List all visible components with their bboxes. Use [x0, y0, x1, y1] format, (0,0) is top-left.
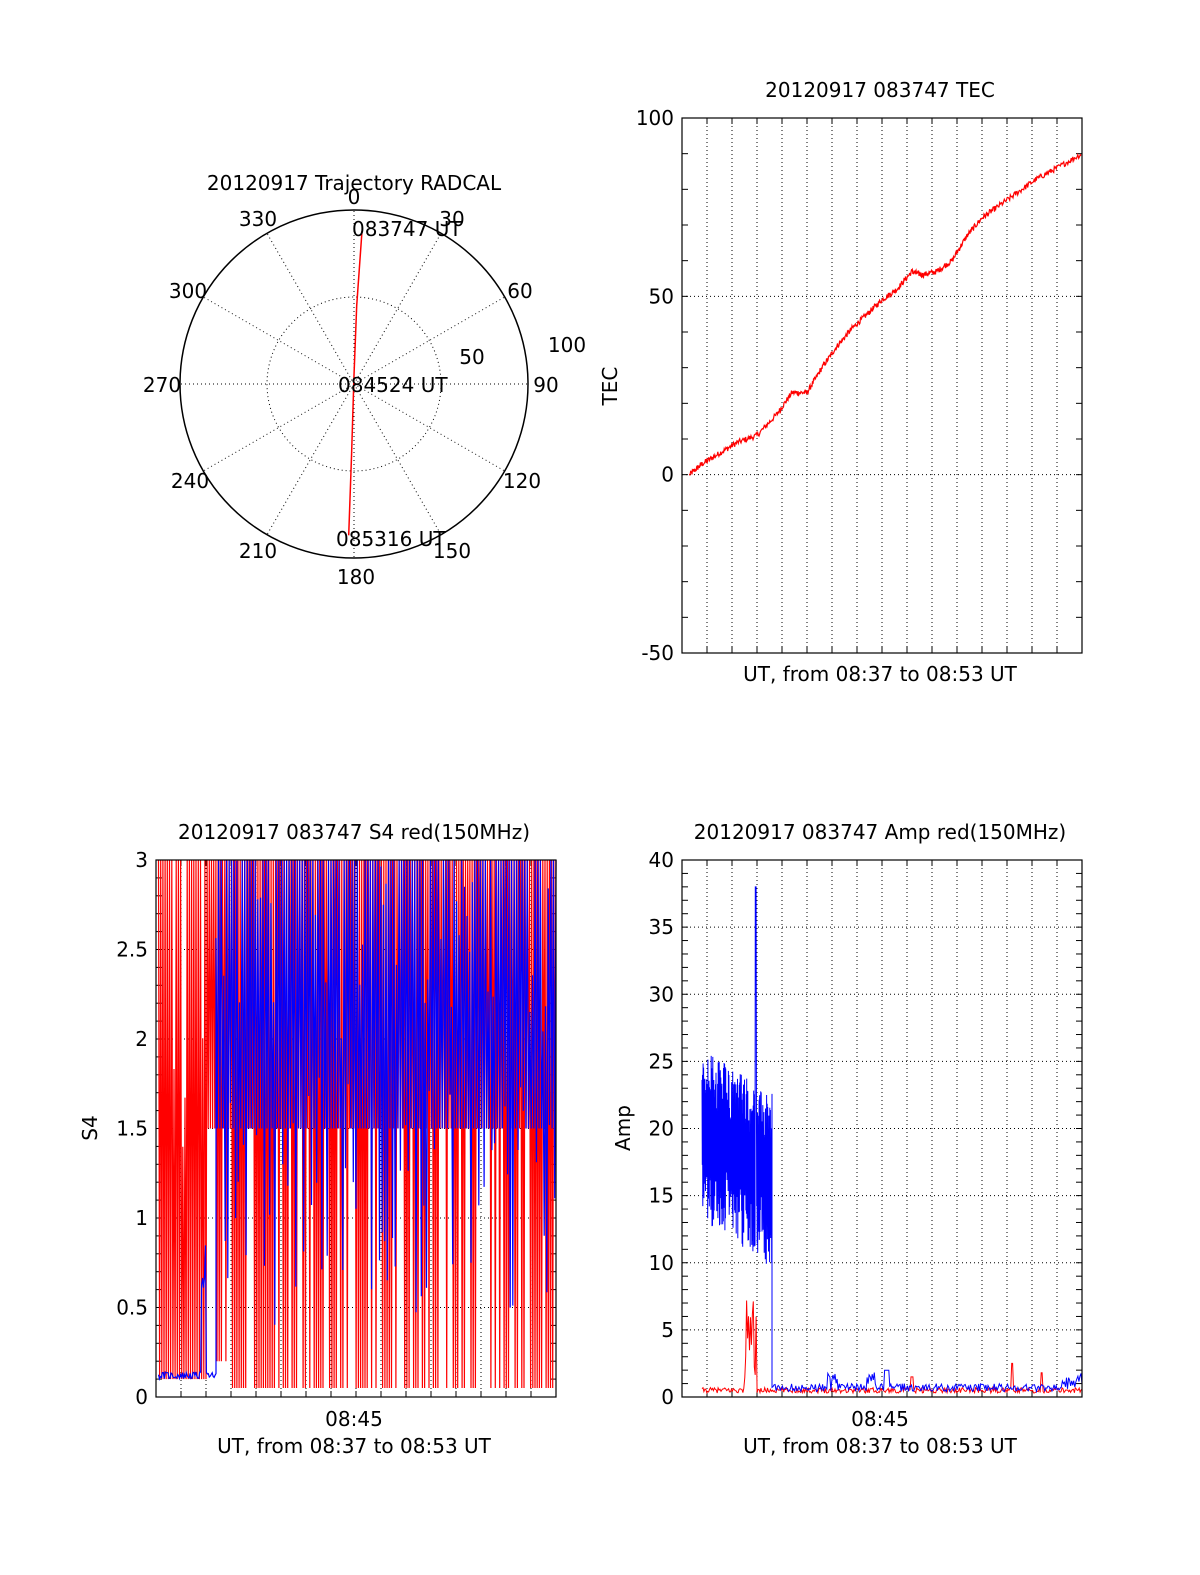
amp-plot	[681, 859, 1083, 1398]
polar-spoke	[353, 383, 505, 472]
y-tick-label: 100	[636, 106, 674, 130]
polar-angle-label: 330	[239, 207, 277, 231]
amp-x-tick-label: 08:45	[851, 1407, 909, 1431]
polar-angle-label: 210	[239, 539, 277, 563]
s4-plot	[155, 859, 557, 1398]
polar-spoke	[353, 233, 442, 385]
polar-spoke	[353, 383, 442, 535]
y-tick-label: 2.5	[116, 938, 148, 962]
amp-x-axis-label: UT, from 08:37 to 08:53 UT	[743, 1434, 1018, 1458]
polar-angle-label: 270	[143, 373, 181, 397]
polar-spoke	[266, 233, 355, 385]
trajectory-time-label: 083747 UT	[352, 217, 462, 241]
amp-title: 20120917 083747 Amp red(150MHz)	[694, 820, 1066, 844]
y-tick-label: 25	[649, 1049, 674, 1073]
polar-radial-label: 50	[459, 345, 484, 369]
polar-spoke	[203, 383, 355, 472]
polar-spoke	[203, 296, 355, 385]
y-tick-label: 0	[661, 463, 674, 487]
polar-title: 20120917 Trajectory RADCAL	[207, 171, 502, 195]
polar-outer-circle	[179, 209, 529, 559]
polar-spoke	[266, 383, 355, 535]
y-tick-label: 50	[649, 284, 674, 308]
y-tick-label: 20	[649, 1117, 674, 1141]
s4-title: 20120917 083747 S4 red(150MHz)	[178, 820, 530, 844]
tec-plot-frame	[681, 117, 1083, 654]
s4-x-tick-label: 08:45	[325, 1407, 383, 1431]
y-tick-label: 40	[649, 848, 674, 872]
y-tick-label: 3	[135, 848, 148, 872]
polar-angle-label: 180	[337, 565, 375, 589]
y-tick-label: 1.5	[116, 1117, 148, 1141]
amp-plot-frame	[681, 859, 1083, 1398]
trajectory-line	[347, 231, 363, 536]
y-tick-label: 0	[135, 1385, 148, 1409]
y-tick-label: 1	[135, 1206, 148, 1230]
y-tick-label: 35	[649, 915, 674, 939]
y-tick-label: 0.5	[116, 1296, 148, 1320]
polar-angle-label: 30	[439, 207, 464, 231]
tec-series-line	[688, 152, 1082, 476]
polar-angle-label: 300	[169, 279, 207, 303]
y-tick-label: 30	[649, 982, 674, 1006]
tec-plot	[681, 117, 1083, 654]
s4-x-axis-label: UT, from 08:37 to 08:53 UT	[217, 1434, 492, 1458]
tec-title: 20120917 083747 TEC	[765, 78, 995, 102]
polar-spoke	[353, 296, 505, 385]
amp-y-axis-label: Amp	[611, 1105, 635, 1151]
s4-blue-series	[157, 859, 557, 1382]
trajectory-time-label: 084524 UT	[338, 373, 448, 397]
y-tick-label: -50	[641, 641, 674, 665]
trajectory-time-label: 085316 UT	[336, 527, 446, 551]
amp-red-series	[701, 1300, 1083, 1395]
s4-plot-frame	[155, 859, 557, 1398]
polar-angle-label: 240	[171, 469, 209, 493]
y-tick-label: 5	[661, 1318, 674, 1342]
polar-angle-label: 0	[348, 185, 361, 209]
polar-angle-label: 150	[433, 539, 471, 563]
y-tick-label: 2	[135, 1027, 148, 1051]
polar-angle-label: 90	[533, 373, 558, 397]
y-tick-label: 10	[649, 1251, 674, 1275]
polar-angle-label: 120	[503, 469, 541, 493]
amp-blue-series	[701, 886, 1083, 1394]
y-tick-label: 0	[661, 1385, 674, 1409]
polar-radial-label: 100	[548, 333, 586, 357]
tec-y-axis-label: TEC	[598, 367, 622, 407]
tec-x-axis-label: UT, from 08:37 to 08:53 UT	[743, 662, 1018, 686]
s4-y-axis-label: S4	[78, 1115, 102, 1140]
polar-ring-50	[266, 296, 442, 472]
polar-plot	[179, 209, 529, 559]
y-tick-label: 15	[649, 1184, 674, 1208]
polar-angle-label: 60	[507, 279, 532, 303]
